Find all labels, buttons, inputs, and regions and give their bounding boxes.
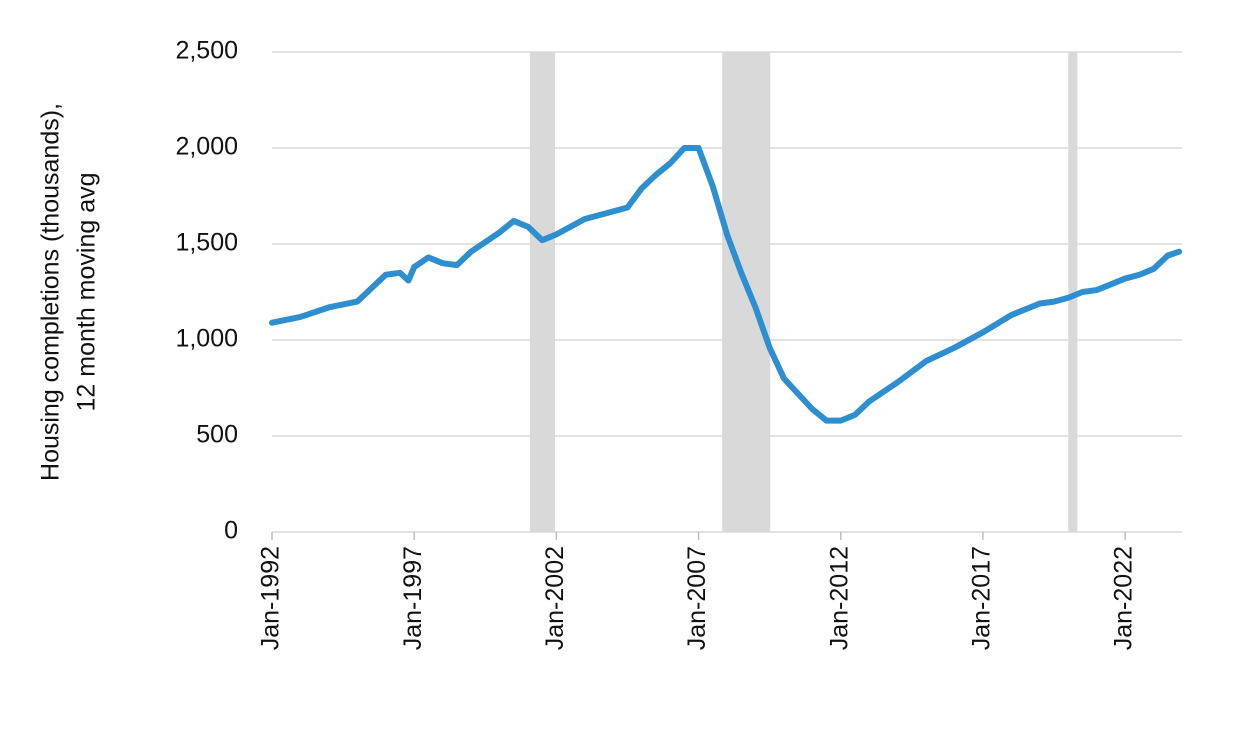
- x-tick-label: Jan-2012: [825, 546, 853, 650]
- recession-band: [529, 52, 555, 532]
- recession-band: [1068, 52, 1078, 532]
- y-axis-title-line: Housing completions (thousands),: [37, 103, 65, 481]
- y-tick-label: 500: [196, 421, 238, 449]
- x-tick-label: Jan-2017: [968, 546, 996, 650]
- data-line: [269, 145, 1183, 424]
- y-tick-label: 1,000: [175, 325, 238, 353]
- x-tick-label: Jan-1992: [257, 546, 285, 650]
- y-tick-label: 2,000: [175, 133, 238, 161]
- y-tick-label: 1,500: [175, 229, 238, 257]
- x-tick-label: Jan-2007: [683, 546, 711, 650]
- y-axis-title: Housing completions (thousands), 12 mont…: [37, 103, 101, 481]
- x-tick-label: Jan-2022: [1110, 546, 1138, 650]
- y-tick-label: 2,500: [175, 37, 238, 65]
- x-tick-label: Jan-2002: [541, 546, 569, 650]
- x-tick-label: Jan-1997: [399, 546, 427, 650]
- y-tick-label: 0: [224, 517, 238, 545]
- y-axis-title-line: 12 month moving avg: [73, 172, 101, 411]
